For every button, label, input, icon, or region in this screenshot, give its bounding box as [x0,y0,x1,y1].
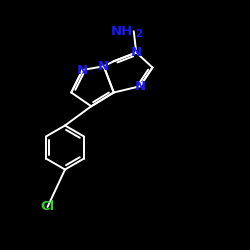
Text: NH: NH [110,25,132,38]
Text: N: N [77,64,88,76]
Text: N: N [131,46,142,59]
Text: N: N [98,60,109,73]
Text: Cl: Cl [40,200,54,213]
Text: N: N [134,80,145,93]
Text: 2: 2 [136,29,143,39]
